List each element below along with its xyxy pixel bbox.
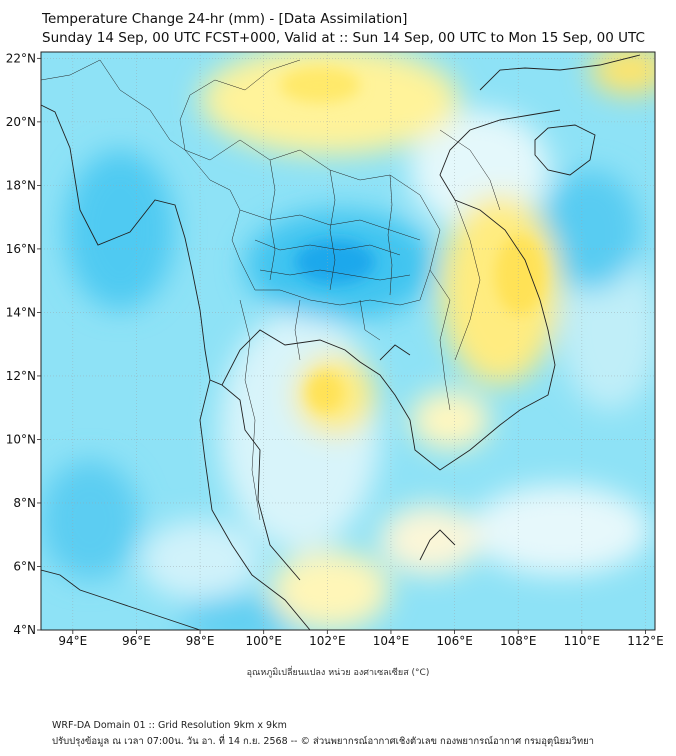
lat-label: 8°N	[13, 496, 36, 510]
lat-label: 16°N	[6, 242, 36, 256]
lon-label: 104°E	[373, 634, 410, 648]
latitude-labels: 22°N 20°N 18°N 16°N 14°N 12°N 10°N 8°N 6°N 4°N	[6, 51, 41, 637]
lon-label: 100°E	[245, 634, 282, 648]
admin-borders	[41, 59, 501, 521]
temperature-field	[41, 52, 655, 630]
lat-label: 10°N	[6, 432, 36, 446]
map-grid	[41, 52, 655, 630]
lon-label: 112°E	[627, 634, 664, 648]
coastlines	[41, 54, 641, 630]
map-area: 22°N 20°N 18°N 16°N 14°N 12°N 10°N 8°N 6°N 4°N 94…	[6, 51, 664, 702]
lat-label: 6°N	[13, 559, 36, 573]
lat-label: 18°N	[6, 178, 36, 192]
lon-label: 94°E	[58, 634, 87, 648]
map-subtitle: Sunday 14 Sep, 00 UTC FCST+000, Valid at…	[42, 30, 645, 46]
longitude-labels: 94°E 96°E 98°E 100°E 102°E 104°E 106°E 108°E 110…	[58, 630, 664, 648]
footer-model-info: WRF-DA Domain 01 :: Grid Resolution 9km …	[52, 720, 287, 731]
lon-label: 108°E	[500, 634, 537, 648]
lon-label: 106°E	[436, 634, 473, 648]
footer-credit: ปรับปรุงข้อมูล ณ เวลา 07:00น. วัน อา. ที…	[52, 736, 594, 747]
plot-frame	[40, 51, 656, 631]
lon-label: 96°E	[122, 634, 151, 648]
temperature-change-map: 22°N 20°N 18°N 16°N 14°N 12°N 10°N 8°N 6°N 4°N 94…	[6, 51, 664, 702]
lat-label: 22°N	[6, 51, 36, 65]
lat-label: 14°N	[6, 305, 36, 319]
lat-label: 20°N	[6, 115, 36, 129]
lon-label: 110°E	[564, 634, 601, 648]
lon-label: 102°E	[309, 634, 346, 648]
lat-label: 12°N	[6, 369, 36, 383]
lat-label: 4°N	[13, 623, 36, 637]
colorbar-title: อุณหภูมิเปลี่ยนแปลง หน่วย องศาเซลเซียส (…	[246, 668, 430, 678]
map-title: Temperature Change 24-hr (mm) - [Data As…	[42, 11, 408, 27]
lon-label: 98°E	[186, 634, 215, 648]
